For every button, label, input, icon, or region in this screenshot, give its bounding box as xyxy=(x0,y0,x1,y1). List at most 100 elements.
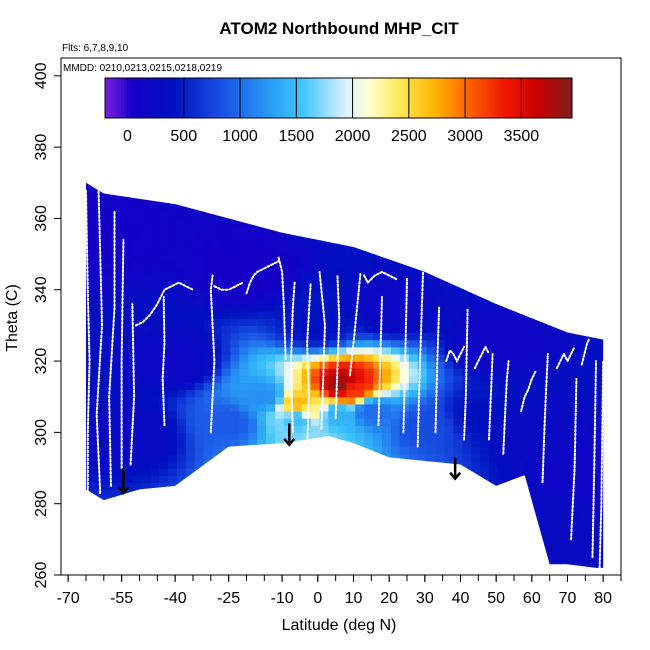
heatmap-cell xyxy=(489,246,499,255)
heatmap-cell xyxy=(373,182,383,184)
heatmap-cell xyxy=(221,246,232,255)
heatmap-cell xyxy=(515,460,526,469)
heatmap-cell xyxy=(489,468,499,476)
heatmap-cell xyxy=(283,261,294,269)
heatmap-cell xyxy=(310,489,321,498)
heatmap-cell xyxy=(141,282,151,291)
heatmap-cell xyxy=(542,410,553,419)
heatmap-cell xyxy=(515,268,526,277)
heatmap-cell xyxy=(337,432,347,441)
heatmap-cell xyxy=(150,182,160,191)
heatmap-cell xyxy=(292,204,303,212)
heatmap-cell xyxy=(203,396,214,405)
heatmap-cell xyxy=(203,382,214,391)
heatmap-cell xyxy=(515,182,526,191)
heatmap-cell xyxy=(453,197,463,205)
heatmap-cell xyxy=(462,503,472,512)
heatmap-cell xyxy=(605,532,615,540)
heatmap-cell xyxy=(471,546,481,555)
heatmap-cell xyxy=(132,375,142,384)
heatmap-cell xyxy=(417,517,428,526)
heatmap-cell xyxy=(150,232,160,241)
heatmap-cell xyxy=(497,460,508,469)
heatmap-cell xyxy=(275,182,285,191)
heatmap-cell xyxy=(569,553,579,562)
heatmap-cell xyxy=(417,503,428,512)
heatmap-cell xyxy=(221,182,232,184)
heatmap-cell xyxy=(524,567,535,568)
heatmap-cell xyxy=(203,403,214,412)
heatmap-cell xyxy=(605,504,615,512)
heatmap-cell xyxy=(435,361,446,369)
heatmap-cell xyxy=(185,525,196,533)
heatmap-cell xyxy=(176,503,187,512)
heatmap-cell xyxy=(212,489,223,498)
heatmap-cell xyxy=(301,382,312,391)
heatmap-cell xyxy=(524,246,535,255)
heatmap-cell xyxy=(239,560,249,568)
heatmap-cell xyxy=(292,182,303,191)
heatmap-cell xyxy=(176,546,187,555)
heatmap-cell xyxy=(587,446,597,455)
heatmap-cell xyxy=(337,239,347,248)
heatmap-cell xyxy=(194,503,205,512)
heatmap-cell xyxy=(471,539,481,548)
heatmap-cell xyxy=(373,339,383,348)
heatmap-cell xyxy=(390,332,401,341)
heatmap-cell xyxy=(587,517,597,526)
heatmap-cell xyxy=(328,453,339,462)
heatmap-cell xyxy=(364,482,374,491)
heatmap-cell xyxy=(132,182,142,191)
heatmap-cell xyxy=(168,453,178,462)
heatmap-cell xyxy=(542,460,553,469)
heatmap-cell xyxy=(489,546,499,555)
heatmap-cell xyxy=(301,211,312,220)
heatmap-cell xyxy=(87,525,98,533)
heatmap-cell xyxy=(96,396,107,405)
heatmap-cell xyxy=(176,410,187,419)
heatmap-cell xyxy=(489,218,499,227)
heatmap-cell xyxy=(426,403,437,412)
heatmap-cell xyxy=(176,311,187,319)
heatmap-cell xyxy=(408,204,419,212)
heatmap-cell xyxy=(168,425,178,433)
heatmap-cell xyxy=(105,304,116,312)
heatmap-cell xyxy=(426,396,437,405)
heatmap-cell xyxy=(435,375,446,384)
heatmap-cell xyxy=(150,567,160,568)
heatmap-cell xyxy=(301,403,312,412)
heatmap-cell xyxy=(408,289,419,298)
heatmap-cell xyxy=(471,460,481,469)
heatmap-cell xyxy=(248,567,258,568)
heatmap-cell xyxy=(292,239,303,248)
heatmap-cell xyxy=(319,182,330,191)
heatmap-cell xyxy=(185,375,196,384)
heatmap-cell xyxy=(569,254,579,262)
heatmap-cell xyxy=(506,211,517,220)
heatmap-cell xyxy=(212,496,223,505)
heatmap-cell xyxy=(123,425,133,433)
heatmap-cell xyxy=(283,332,294,341)
heatmap-cell xyxy=(337,304,347,312)
heatmap-cell xyxy=(382,560,392,568)
heatmap-cell xyxy=(239,496,249,505)
heatmap-cell xyxy=(435,246,446,255)
heatmap-cell xyxy=(596,396,604,405)
heatmap-cell xyxy=(168,225,178,234)
heatmap-cell xyxy=(355,460,365,469)
heatmap-cell xyxy=(480,182,490,191)
heatmap-cell xyxy=(605,311,615,319)
heatmap-cell xyxy=(417,368,428,376)
heatmap-cell xyxy=(444,254,454,262)
heatmap-cell xyxy=(168,275,178,284)
heatmap-cell xyxy=(96,239,107,248)
heatmap-cell xyxy=(426,553,437,562)
heatmap-cell xyxy=(453,261,463,269)
heatmap-cell xyxy=(194,496,205,505)
heatmap-cell xyxy=(489,539,499,548)
heatmap-cell xyxy=(551,182,561,184)
heatmap-cell xyxy=(283,539,294,548)
heatmap-cell xyxy=(417,553,428,562)
heatmap-cell xyxy=(194,539,205,548)
heatmap-cell xyxy=(587,567,597,568)
